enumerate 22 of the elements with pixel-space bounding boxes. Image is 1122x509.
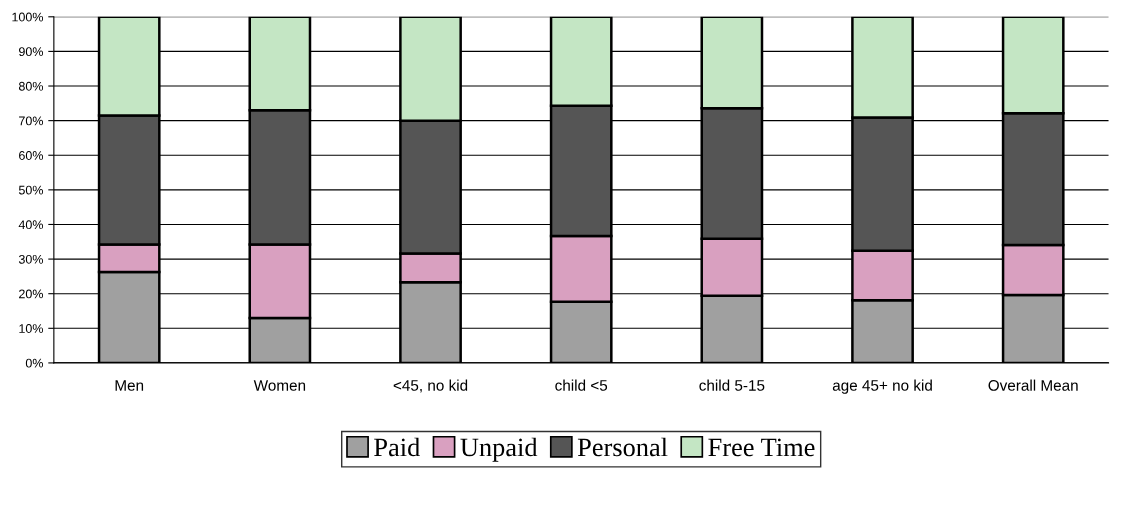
y-tick-label: 50% <box>18 185 43 195</box>
x-tick-label: child 5-15 <box>699 379 765 391</box>
y-tick-label: 30% <box>18 254 43 264</box>
y-tick-label: 100% <box>12 12 43 22</box>
x-tick-label: age 45+ no kid <box>832 379 932 394</box>
x-tick-label: Men <box>115 380 144 391</box>
y-tick-label: 0% <box>25 358 43 368</box>
y-tick-label: 20% <box>19 289 43 299</box>
legend-label: Unpaid <box>460 437 538 462</box>
y-tick-label: 40% <box>18 220 43 230</box>
y-tick-label: 10% <box>19 324 43 333</box>
legend-label: Personal <box>577 437 668 457</box>
legend-label: Free Time <box>708 438 815 457</box>
x-tick-label: Overall Mean <box>988 379 1078 391</box>
y-tick-label: 60% <box>19 151 43 160</box>
y-tick-label: 90% <box>19 47 43 57</box>
y-tick-label: 80% <box>18 81 43 91</box>
legend-label: Paid <box>374 437 420 457</box>
x-tick-label: child <5 <box>555 379 608 391</box>
x-tick-label: <45, no kid <box>393 379 468 393</box>
x-tick-label: Women <box>253 380 306 391</box>
y-tick-label: 70% <box>19 116 43 126</box>
